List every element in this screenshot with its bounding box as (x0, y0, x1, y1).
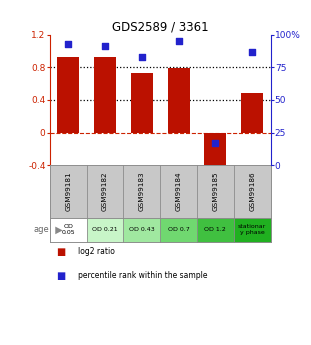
Text: GSM99185: GSM99185 (212, 172, 218, 211)
Bar (86, 165, 123, 218)
Text: GSM99183: GSM99183 (139, 172, 145, 211)
Point (139, 54, 144, 59)
Point (102, 43, 108, 49)
Text: ■: ■ (56, 247, 65, 257)
Text: age: age (33, 225, 49, 234)
Bar (241, 93, 263, 132)
Title: GDS2589 / 3361: GDS2589 / 3361 (112, 20, 208, 33)
Text: percentile rank within the sample: percentile rank within the sample (78, 272, 207, 280)
Text: ▶: ▶ (49, 225, 63, 235)
Text: OD 0.7: OD 0.7 (168, 227, 189, 232)
Bar (57, 57, 79, 132)
Bar (168, 68, 190, 132)
Bar (160, 165, 197, 218)
Text: GSM99184: GSM99184 (176, 172, 182, 211)
Point (66, 41, 71, 47)
Bar (86, 218, 123, 241)
Point (213, 140, 218, 146)
Bar (50, 165, 86, 218)
Text: ■: ■ (56, 271, 65, 281)
Point (176, 38, 181, 44)
Bar (204, 132, 226, 168)
Bar (197, 218, 234, 241)
Text: OD 0.21: OD 0.21 (92, 227, 118, 232)
Bar (197, 165, 234, 218)
Bar (160, 218, 197, 241)
Bar (131, 73, 153, 132)
Bar (234, 165, 271, 218)
Bar (50, 218, 86, 241)
Bar (123, 165, 160, 218)
Bar (234, 218, 271, 241)
Text: GSM99181: GSM99181 (65, 172, 71, 211)
Text: stationar
y phase: stationar y phase (238, 224, 266, 235)
Text: OD 0.43: OD 0.43 (129, 227, 155, 232)
Point (250, 49, 255, 54)
Text: OD 1.2: OD 1.2 (205, 227, 226, 232)
Bar (94, 57, 116, 132)
Text: GSM99182: GSM99182 (102, 172, 108, 211)
Bar (123, 218, 160, 241)
Text: OD
0.05: OD 0.05 (61, 224, 75, 235)
Text: GSM99186: GSM99186 (249, 172, 255, 211)
Text: log2 ratio: log2 ratio (78, 247, 115, 256)
